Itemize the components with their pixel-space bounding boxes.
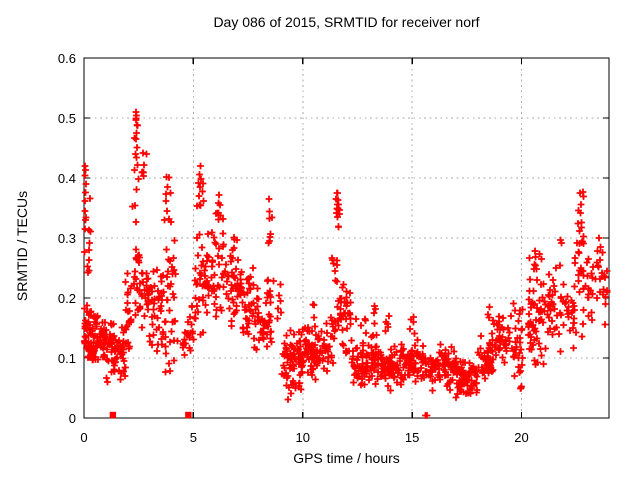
axis-ticks	[83, 57, 609, 419]
x-axis-label: GPS time / hours	[293, 450, 400, 466]
y-tick-label: 0.6	[58, 51, 76, 66]
x-tick-label: 20	[514, 430, 528, 445]
x-tick-label: 5	[190, 430, 197, 445]
x-tick-label: 0	[80, 430, 87, 445]
y-axis-label: SRMTID / TECUs	[14, 190, 30, 302]
y-tick-label: 0	[69, 411, 76, 426]
y-tick-label: 0.5	[58, 111, 76, 126]
y-tick-label: 0.4	[58, 171, 76, 186]
x-tick-label: 10	[296, 430, 310, 445]
y-tick-label: 0.3	[58, 231, 76, 246]
grid-lines	[84, 58, 609, 418]
tick-labels: 0 5 10 15 20 0 0.1 0.2 0.3 0.4 0.5 0.6	[58, 51, 529, 445]
chart-title: Day 086 of 2015, SRMTID for receiver nor…	[213, 14, 480, 30]
scatter-points	[81, 108, 611, 419]
plot-border	[83, 57, 610, 419]
x-tick-label: 15	[405, 430, 419, 445]
zero-value-squares	[109, 411, 192, 419]
y-tick-label: 0.1	[58, 351, 76, 366]
y-tick-label: 0.2	[58, 291, 76, 306]
